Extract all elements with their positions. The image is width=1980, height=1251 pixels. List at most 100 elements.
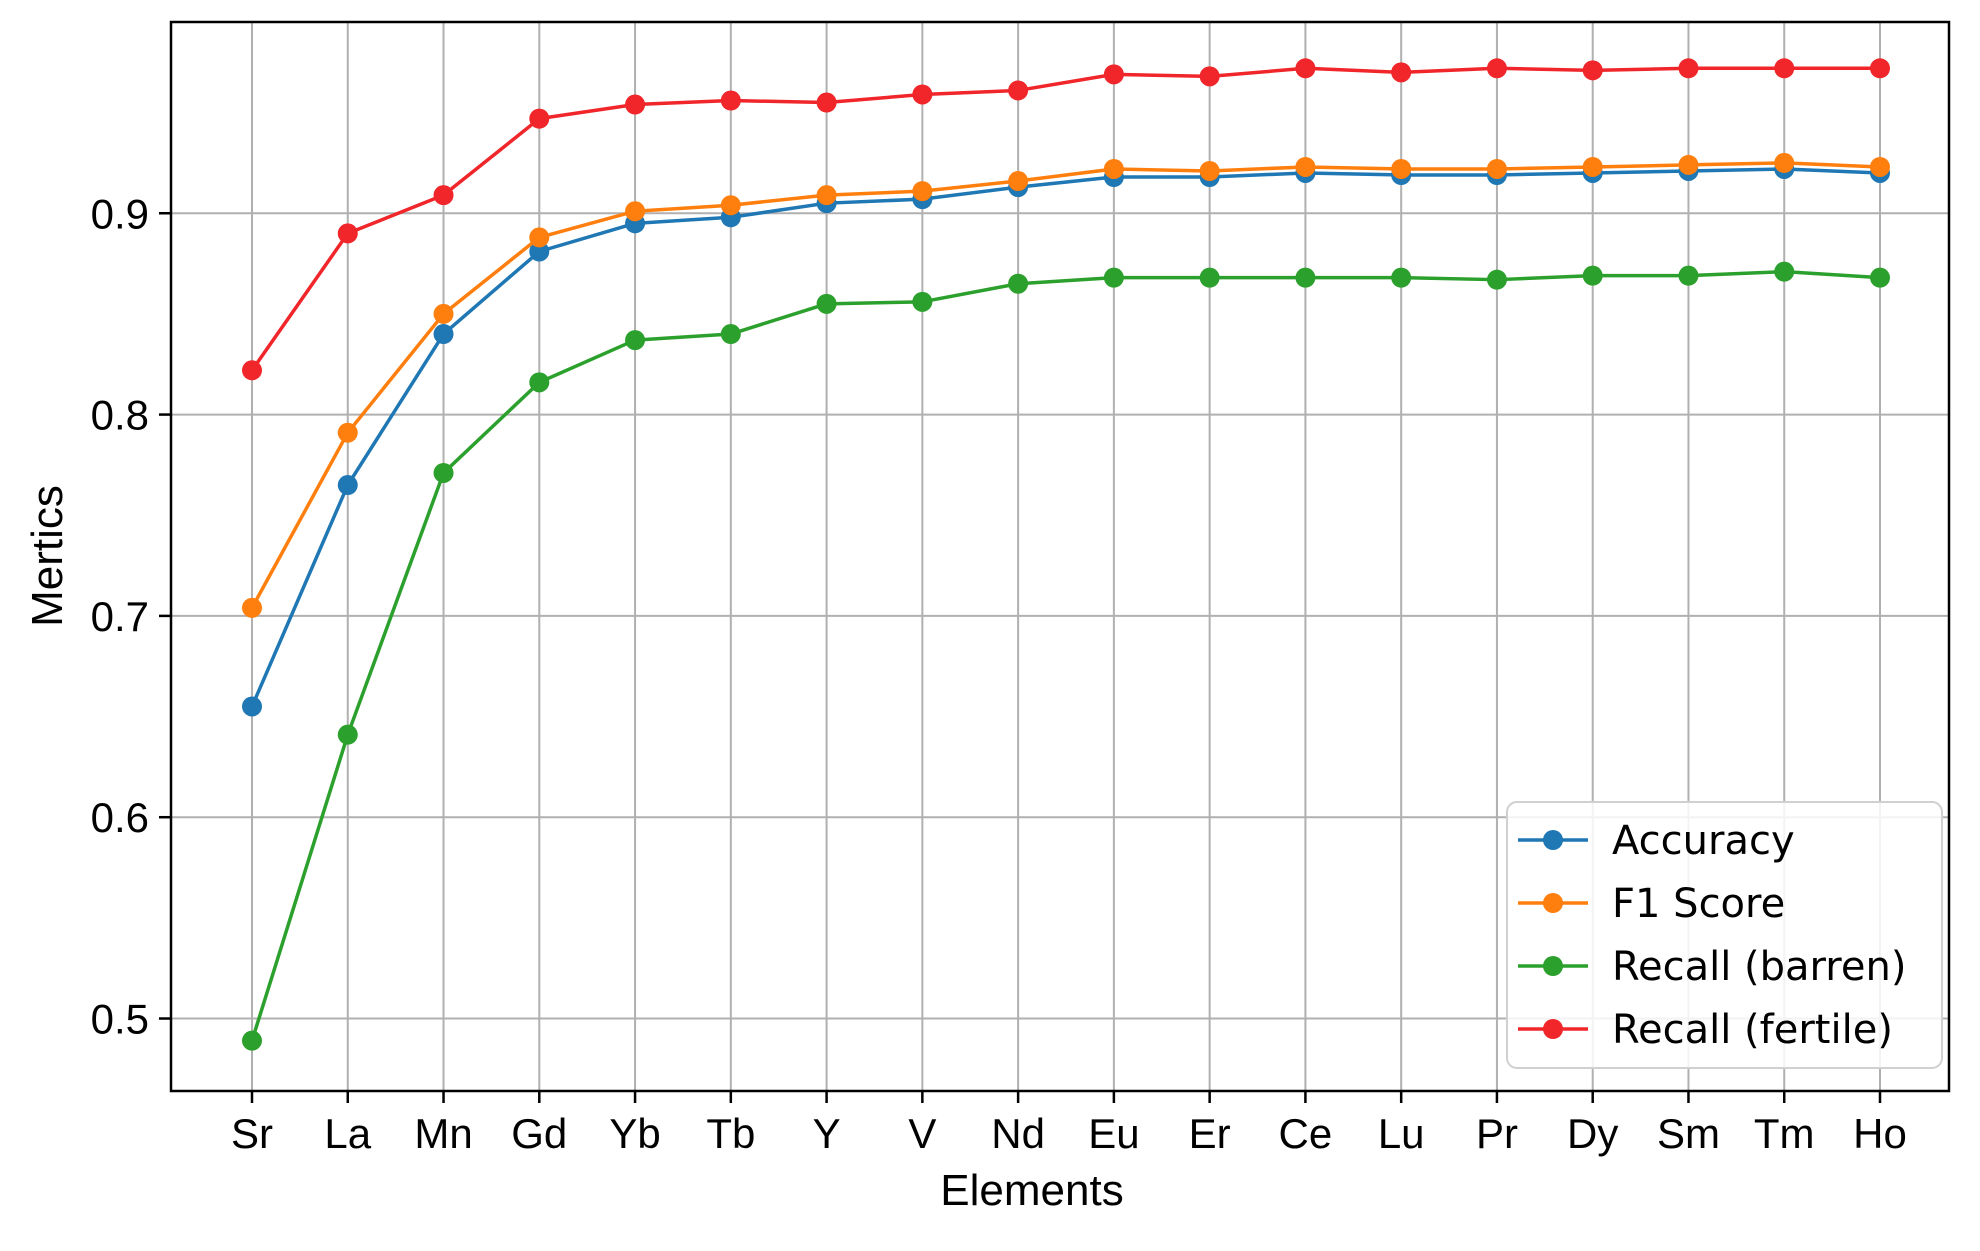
data-point-recall-fertile <box>720 90 741 111</box>
data-point-recall-fertile <box>337 223 358 244</box>
data-point-recall-barren <box>1391 267 1412 288</box>
legend: Accuracy F1 Score Recall (barren) Recall (f… <box>1506 801 1943 1069</box>
data-point-f1-score <box>1582 156 1603 177</box>
y-tick-label: 0.6 <box>91 794 149 841</box>
data-point-recall-barren <box>1582 265 1603 286</box>
axis-ticks: Sr La Mn Gd Yb Tb Y V Nd Eu Er Ce Lu Pr Dy Sm Tm Ho 0.5 0.6… <box>91 190 1907 1157</box>
data-point-recall-fertile <box>1486 58 1507 79</box>
data-point-recall-barren <box>912 291 933 312</box>
data-point-f1-score <box>1678 154 1699 175</box>
x-axis-title: Elements <box>940 1166 1123 1215</box>
series-line-accuracy <box>250 167 1881 708</box>
x-tick-label: Nd <box>991 1110 1045 1157</box>
data-point-accuracy <box>433 324 454 345</box>
data-point-recall-fertile <box>433 185 454 206</box>
data-point-recall-fertile <box>1870 58 1890 79</box>
data-point-recall-barren <box>1295 267 1316 288</box>
data-point-recall-fertile <box>1199 66 1220 87</box>
data-point-recall-fertile <box>625 94 646 115</box>
data-point-recall-fertile <box>816 92 837 113</box>
data-point-f1-score <box>1774 152 1795 173</box>
data-point-recall-fertile <box>1391 62 1412 83</box>
data-point-recall-barren <box>529 372 550 393</box>
legend-marker <box>1543 893 1563 913</box>
legend-label: Recall (fertile) <box>1612 1007 1893 1053</box>
series-line-f1-score <box>250 161 1881 609</box>
x-tick-label: Sm <box>1657 1110 1720 1157</box>
data-point-recall-barren <box>1774 261 1795 282</box>
data-point-f1-score <box>816 185 837 206</box>
x-tick-label: Pr <box>1476 1110 1518 1157</box>
data-point-recall-fertile <box>1678 58 1699 79</box>
x-tick-label: Er <box>1189 1110 1231 1157</box>
x-tick-label: La <box>324 1110 371 1157</box>
x-tick-label: Lu <box>1378 1110 1425 1157</box>
legend-marker <box>1543 830 1563 850</box>
data-point-recall-fertile <box>912 84 933 105</box>
y-tick-label: 0.9 <box>91 190 149 237</box>
data-point-f1-score <box>1103 158 1124 179</box>
series-f1-score <box>242 152 1890 618</box>
series-recall-fertile <box>242 58 1890 381</box>
data-point-accuracy <box>337 475 358 496</box>
y-tick-label: 0.5 <box>91 996 149 1043</box>
y-tick-label: 0.8 <box>91 392 149 439</box>
data-point-recall-barren <box>1486 269 1507 290</box>
series-recall-barren <box>242 261 1890 1051</box>
legend-item-f1-score: F1 Score <box>1518 881 1785 927</box>
data-point-f1-score <box>912 181 933 202</box>
series-line-recall-barren <box>250 269 1881 1042</box>
data-point-recall-fertile <box>1295 58 1316 79</box>
data-point-f1-score <box>1870 156 1890 177</box>
x-tick-label: Yb <box>609 1110 660 1157</box>
data-point-f1-score <box>720 195 741 216</box>
data-point-recall-barren <box>242 1030 262 1051</box>
data-point-recall-fertile <box>1582 60 1603 81</box>
legend-marker <box>1543 956 1563 976</box>
data-point-f1-score <box>1199 160 1220 181</box>
data-point-recall-barren <box>1199 267 1220 288</box>
x-tick-label: Dy <box>1567 1110 1618 1157</box>
data-point-accuracy <box>529 241 550 262</box>
legend-marker <box>1543 1019 1563 1039</box>
x-tick-label: Y <box>813 1110 841 1157</box>
data-point-f1-score <box>1486 158 1507 179</box>
data-point-recall-fertile <box>242 360 262 381</box>
data-point-f1-score <box>1391 158 1412 179</box>
data-point-recall-barren <box>1008 273 1029 294</box>
data-point-f1-score <box>1295 156 1316 177</box>
data-point-recall-fertile <box>529 108 550 129</box>
data-point-recall-barren <box>816 293 837 314</box>
plot-frame <box>169 20 1951 1093</box>
data-point-recall-barren <box>1678 265 1699 286</box>
data-point-recall-barren <box>337 724 358 745</box>
data-point-f1-score <box>625 201 646 222</box>
x-tick-label: Eu <box>1088 1110 1139 1157</box>
data-point-recall-barren <box>1870 267 1890 288</box>
x-tick-label: Sr <box>231 1110 273 1157</box>
x-tick-label: Ho <box>1853 1110 1907 1157</box>
legend-label: Recall (barren) <box>1612 944 1906 990</box>
data-point-f1-score <box>433 303 454 324</box>
data-point-f1-score <box>242 597 262 618</box>
data-point-f1-score <box>1008 171 1029 192</box>
data-point-recall-barren <box>1103 267 1124 288</box>
x-tick-label: Mn <box>414 1110 472 1157</box>
series-layer <box>242 58 1890 1051</box>
data-point-recall-barren <box>625 330 646 351</box>
series-line-recall-fertile <box>250 66 1880 372</box>
x-tick-label: V <box>908 1110 936 1157</box>
legend-label: F1 Score <box>1612 881 1785 927</box>
legend-item-accuracy: Accuracy <box>1518 818 1795 864</box>
legend-items: Accuracy F1 Score Recall (barren) Recall (f… <box>1518 818 1906 1053</box>
data-point-f1-score <box>337 422 358 443</box>
y-tick-label: 0.7 <box>91 593 149 640</box>
legend-item-recall-fertile: Recall (fertile) <box>1518 1007 1893 1053</box>
legend-box <box>1506 801 1943 1069</box>
legend-label: Accuracy <box>1612 818 1795 864</box>
data-point-recall-fertile <box>1103 64 1124 85</box>
data-point-accuracy <box>242 696 262 717</box>
x-tick-label: Ce <box>1279 1110 1333 1157</box>
x-tick-label: Tm <box>1754 1110 1815 1157</box>
